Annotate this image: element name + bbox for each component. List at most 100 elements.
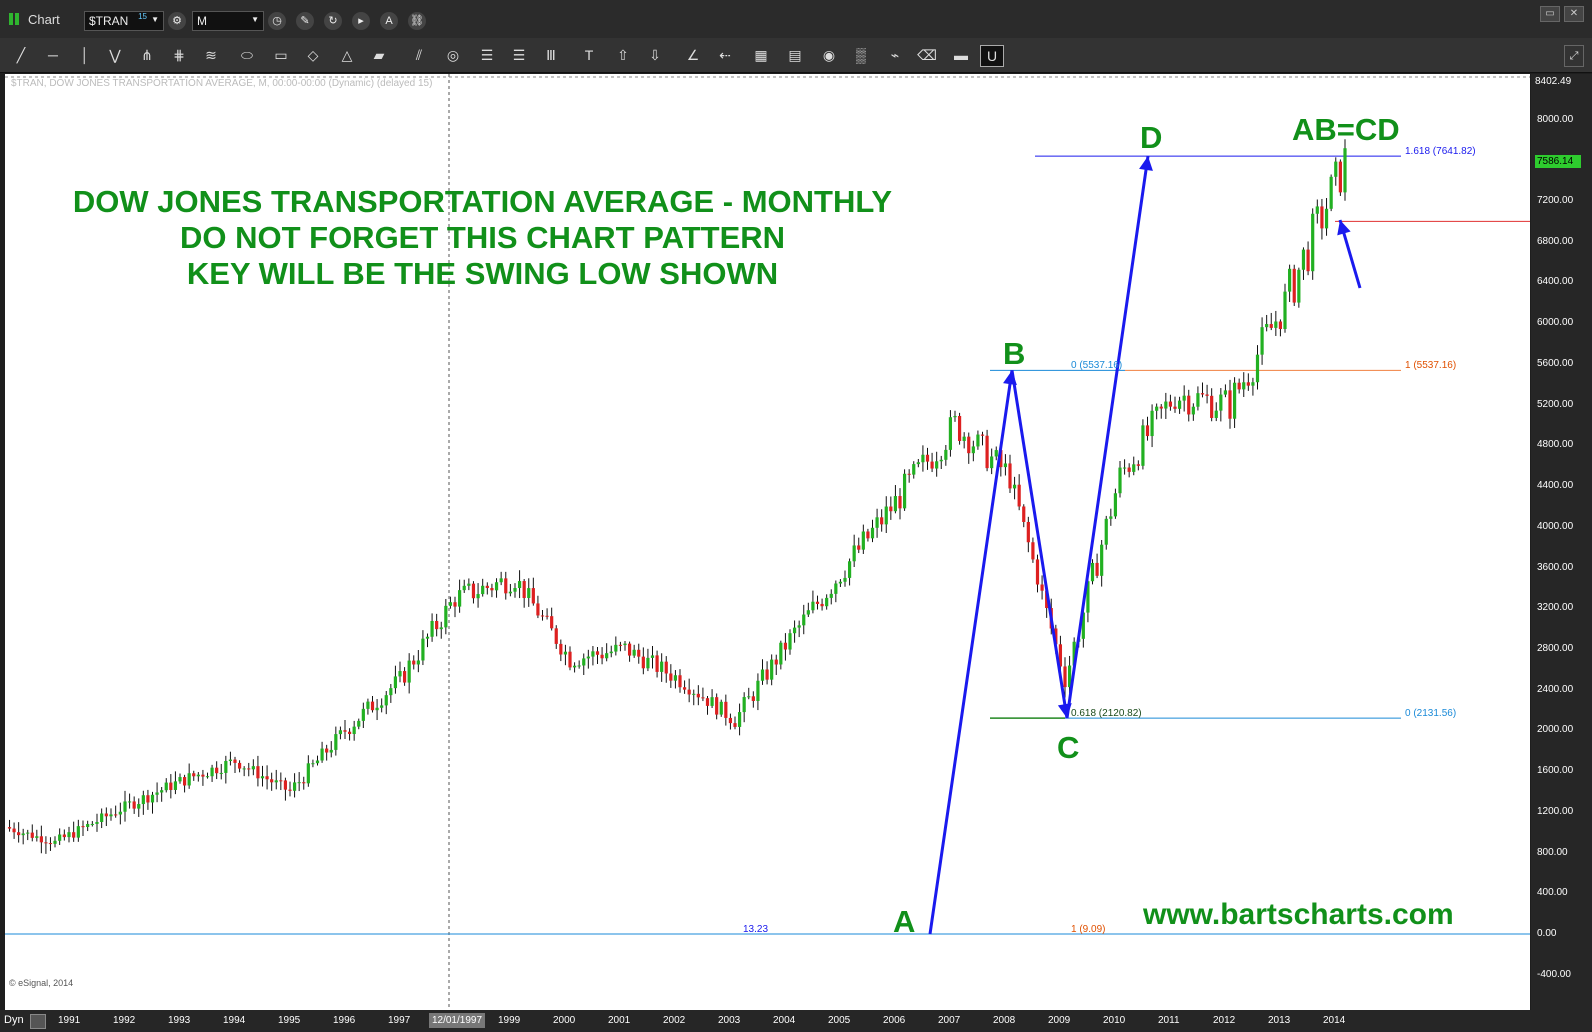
clock-icon[interactable]: ◷ — [268, 12, 286, 30]
horizontal-line-tool-icon[interactable]: ─ — [48, 47, 58, 63]
mob-tool-icon[interactable]: ▤ — [788, 46, 802, 63]
fib-extension-tool-icon[interactable]: ☰ — [512, 46, 526, 63]
gann-fan-tool-icon[interactable]: ⋕ — [173, 46, 185, 63]
website-label: www.bartscharts.com — [1143, 898, 1454, 931]
chevron-down-icon[interactable]: ▼ — [251, 15, 259, 24]
ellipse-tool-icon[interactable]: ⬭ — [241, 46, 253, 63]
text-tool-icon[interactable]: T — [584, 47, 594, 63]
year-tick-label: 1997 — [388, 1015, 411, 1026]
pti-tool-icon[interactable]: ▒ — [856, 47, 866, 63]
year-tick-label: 2012 — [1213, 1015, 1236, 1026]
eye-tool-icon[interactable]: ◉ — [822, 46, 836, 63]
alert-icon[interactable]: A — [380, 12, 398, 30]
chevron-down-icon[interactable]: ▼ — [151, 15, 159, 24]
grid-tool-icon[interactable]: ▦ — [754, 46, 768, 63]
candle-body — [967, 436, 971, 454]
candle-body — [838, 581, 843, 584]
time-axis[interactable]: Dyn 1991 1992 1993 1994 1995 1996 1997 1999 2000… — [0, 1010, 1592, 1032]
candle-body — [1338, 161, 1342, 193]
candle-body — [476, 594, 480, 599]
candle-body — [1274, 321, 1278, 328]
pitchfork-tool-icon[interactable]: ⋔ — [141, 46, 153, 63]
fib-retracement-tool-icon[interactable]: ☰ — [480, 46, 494, 63]
refresh-icon[interactable]: ↻ — [324, 12, 342, 30]
annotation-line-2: DO NOT FORGET THIS CHART PATTERN — [179, 220, 786, 255]
price-tick-label: 5200.00 — [1537, 398, 1574, 410]
arrow-down-tool-icon[interactable]: ⇩ — [649, 46, 661, 63]
dyn-mode-label[interactable]: Dyn — [4, 1014, 24, 1026]
chart-svg[interactable] — [5, 74, 1530, 1010]
price-tick-label: 4400.00 — [1537, 480, 1574, 492]
zigzag-tool-icon[interactable]: ⌁ — [890, 46, 900, 63]
candle-body — [870, 527, 875, 539]
diamond-tool-icon[interactable]: ◇ — [307, 46, 319, 63]
price-tick-label: 6800.00 — [1537, 235, 1574, 247]
candle-body — [1168, 401, 1173, 407]
year-tick-label: 2013 — [1268, 1015, 1291, 1026]
candle-body — [935, 461, 939, 469]
candle-body — [389, 688, 393, 696]
candle-body — [682, 687, 687, 690]
candle-body — [774, 659, 778, 665]
parallel-lines-tool-icon[interactable]: ⫽ — [415, 46, 423, 63]
rectangle-tool-icon[interactable]: ▭ — [274, 46, 288, 63]
candle-body — [916, 462, 920, 465]
candle-body — [618, 644, 623, 646]
lock-icon[interactable] — [30, 1014, 46, 1029]
candle-body — [21, 833, 25, 836]
candle-body — [233, 759, 237, 763]
circles-tool-icon[interactable]: ◎ — [446, 46, 460, 63]
close-button[interactable]: ✕ — [1564, 6, 1584, 22]
polyline-tool-icon[interactable]: ⋁ — [109, 46, 121, 63]
candle-body — [540, 615, 545, 617]
chat-tool-icon[interactable]: ▬ — [954, 47, 968, 63]
candle-body — [1086, 581, 1090, 613]
price-tick-label: -400.00 — [1537, 968, 1571, 980]
candle-body — [164, 782, 168, 791]
interval-select[interactable]: M ▼ — [192, 11, 264, 31]
restore-button[interactable]: ▭ — [1540, 6, 1560, 22]
candle-body — [448, 602, 453, 606]
candle-body — [1278, 321, 1283, 330]
play-icon[interactable]: ▸ — [352, 12, 370, 30]
candle-body — [196, 774, 200, 777]
time-zones-tool-icon[interactable]: Ⅲ — [546, 46, 556, 63]
speed-lines-tool-icon[interactable]: ≋ — [205, 46, 217, 63]
fib-0-right-label: 0 (2131.56) — [1405, 708, 1457, 719]
candle-body — [788, 633, 792, 650]
chart-info-label: $TRAN, DOW JONES TRANSPORTATION AVERAGE,… — [11, 78, 433, 89]
candle-body — [1155, 406, 1159, 411]
expand-icon[interactable]: ⤢ — [1564, 45, 1584, 67]
candle-body — [660, 661, 664, 672]
candle-body — [1031, 542, 1035, 560]
trendline-tool-icon[interactable]: ╱ — [16, 46, 26, 63]
channel-tool-icon[interactable]: ▰ — [373, 46, 385, 63]
chart-plot-area[interactable]: $TRAN, DOW JONES TRANSPORTATION AVERAGE,… — [5, 74, 1530, 1010]
candle-body — [802, 614, 806, 626]
candle-body — [1090, 562, 1095, 582]
draw-pencil-icon[interactable]: ✎ — [296, 12, 314, 30]
symbol-input[interactable]: $TRAN 15 ▼ — [84, 11, 164, 31]
price-axis[interactable]: 8402.49 8000.007600.007200.006800.006400… — [1531, 74, 1592, 1010]
swing-low-arrow-head — [1337, 220, 1351, 236]
triangle-tool-icon[interactable]: △ — [341, 46, 353, 63]
year-tick-label: 2003 — [718, 1015, 741, 1026]
angle-tool-icon[interactable]: ∠ — [686, 46, 700, 63]
vertical-line-tool-icon[interactable]: │ — [80, 47, 90, 63]
candle-body — [1320, 206, 1324, 229]
candle-body — [1136, 464, 1140, 466]
candle-body — [26, 832, 30, 834]
arrow-up-tool-icon[interactable]: ⇧ — [617, 46, 629, 63]
candle-body — [384, 695, 388, 706]
candle-body — [1251, 382, 1255, 386]
magnet-icon[interactable]: U — [980, 45, 1004, 67]
settings-gear-icon[interactable]: ⚙ — [168, 12, 186, 30]
eraser-tool-icon[interactable]: ⌫ — [917, 46, 937, 63]
cycle-tool-icon[interactable]: ⇠ — [719, 46, 731, 63]
candle-body — [990, 456, 994, 469]
link-icon[interactable]: ⛓ — [408, 12, 426, 30]
year-tick-label: 2008 — [993, 1015, 1016, 1026]
candle-body — [889, 506, 893, 512]
candle-body — [1306, 249, 1310, 272]
title-bar: Chart $TRAN 15 ▼ ⚙ M ▼ ◷ ✎ ↻ ▸ A ⛓ ▭ ✕ — [0, 0, 1592, 39]
